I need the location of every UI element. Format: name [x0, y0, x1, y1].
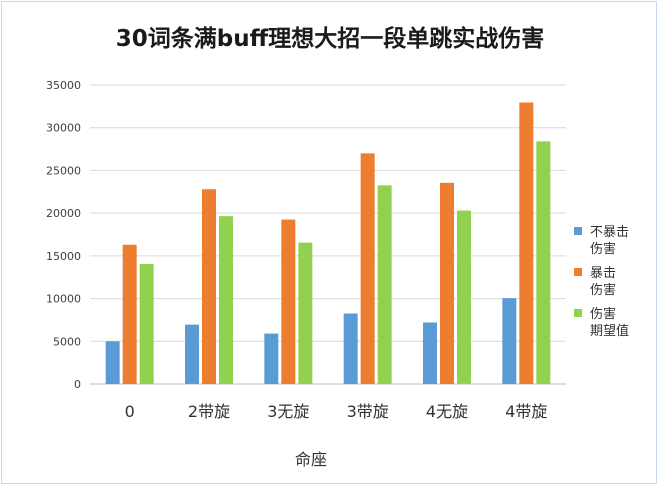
- bar: [343, 313, 358, 384]
- legend-swatch: [574, 268, 582, 276]
- legend-label: 期望值: [590, 323, 629, 339]
- bar: [105, 341, 120, 384]
- bar: [377, 185, 392, 384]
- legend-swatch: [574, 227, 582, 235]
- y-tick-label: 0: [74, 378, 81, 391]
- bar: [440, 182, 454, 384]
- legend-label: 伤害: [590, 282, 616, 298]
- y-tick-label: 15000: [46, 250, 81, 263]
- bar: [281, 219, 296, 384]
- y-tick-label: 35000: [46, 79, 81, 92]
- x-tick-label: 3带旋: [347, 402, 389, 421]
- y-tick-label: 5000: [53, 335, 81, 348]
- x-tick-label: 3无旋: [267, 402, 309, 421]
- legend-label: 伤害: [590, 306, 616, 322]
- bar: [519, 102, 534, 385]
- bars: [105, 102, 551, 385]
- bar: [185, 324, 199, 384]
- bar: [139, 263, 154, 384]
- x-axis-label: 命座: [295, 450, 327, 469]
- legend-label: 不暴击: [590, 225, 629, 240]
- bar: [298, 242, 313, 384]
- gridlines: [90, 84, 566, 385]
- y-tick-label: 25000: [46, 164, 81, 177]
- bar: [457, 210, 471, 384]
- bar: [423, 322, 437, 384]
- legend-label: 暴击: [590, 266, 616, 281]
- y-tick-label: 30000: [46, 122, 81, 135]
- y-tick-label: 10000: [46, 293, 81, 306]
- legend-swatch: [574, 309, 582, 317]
- bar: [219, 216, 233, 384]
- bar: [502, 298, 517, 384]
- y-axis-ticks: 0 5000 10000 15000 20000 25000 30000 35000: [46, 79, 81, 391]
- y-tick-label: 20000: [46, 207, 81, 220]
- chart-title: 30词条满buff理想大招一段单跳实战伤害: [116, 25, 544, 52]
- x-tick-label: 4无旋: [426, 402, 468, 421]
- x-tick-label: 2带旋: [188, 402, 230, 421]
- bar: [122, 244, 137, 384]
- x-tick-label: 0: [125, 402, 135, 421]
- x-tick-label: 4带旋: [505, 402, 547, 421]
- bar: [202, 189, 216, 384]
- bar: [264, 333, 279, 384]
- x-axis-ticks: 0 2带旋 3无旋 3带旋 4无旋 4带旋: [125, 402, 548, 421]
- bar: [536, 141, 551, 384]
- bar: [360, 153, 375, 384]
- legend-label: 伤害: [590, 241, 616, 257]
